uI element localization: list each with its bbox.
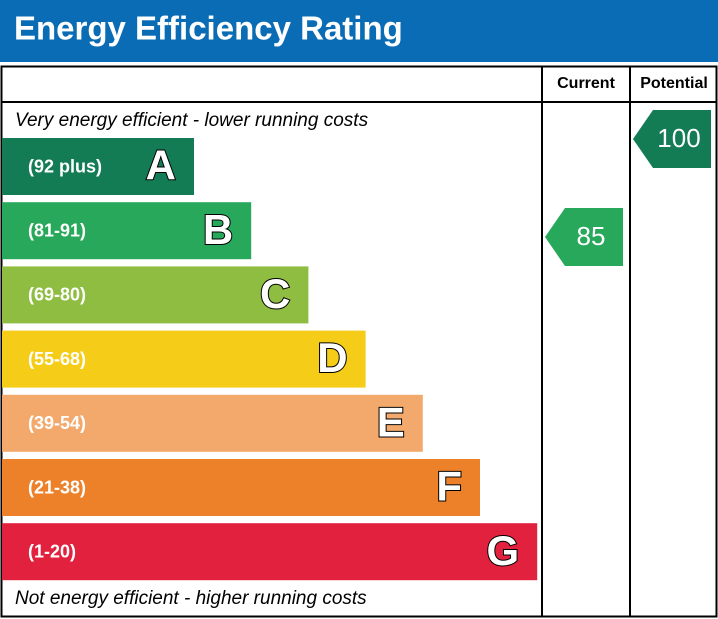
rating-value: 100 (657, 123, 700, 153)
band-range: (92 plus) (28, 156, 102, 176)
band-letter: D (317, 334, 347, 381)
band-bar (2, 523, 538, 581)
band-letter: A (146, 142, 176, 189)
band-letter: C (260, 270, 290, 317)
band-letter: G (487, 527, 520, 574)
header-bar (0, 0, 718, 62)
band-letter: E (377, 398, 405, 445)
band-range: (21-38) (28, 477, 86, 497)
bottom-note: Not energy efficient - higher running co… (15, 588, 367, 609)
band-bar (2, 330, 366, 388)
band-letter: F (436, 463, 462, 510)
band-bar (2, 394, 423, 452)
band-range: (39-54) (28, 413, 86, 433)
rating-value: 85 (577, 221, 606, 251)
current-header: Current (557, 75, 615, 92)
rating-arrow (633, 110, 711, 168)
band-range: (81-91) (28, 220, 86, 240)
band-letter: B (203, 206, 233, 253)
top-note: Very energy efficient - lower running co… (15, 110, 369, 131)
band-bar (2, 459, 480, 516)
title: Energy Efficiency Rating (14, 10, 403, 47)
band-range: (55-68) (28, 349, 86, 369)
potential-header: Potential (640, 75, 708, 92)
band-bar (2, 266, 309, 324)
band-range: (1-20) (28, 541, 76, 561)
band-bar (2, 138, 194, 195)
table-border (0, 65, 718, 618)
rating-arrow (545, 208, 623, 266)
band-bar (2, 202, 252, 260)
band-range: (69-80) (28, 285, 86, 305)
